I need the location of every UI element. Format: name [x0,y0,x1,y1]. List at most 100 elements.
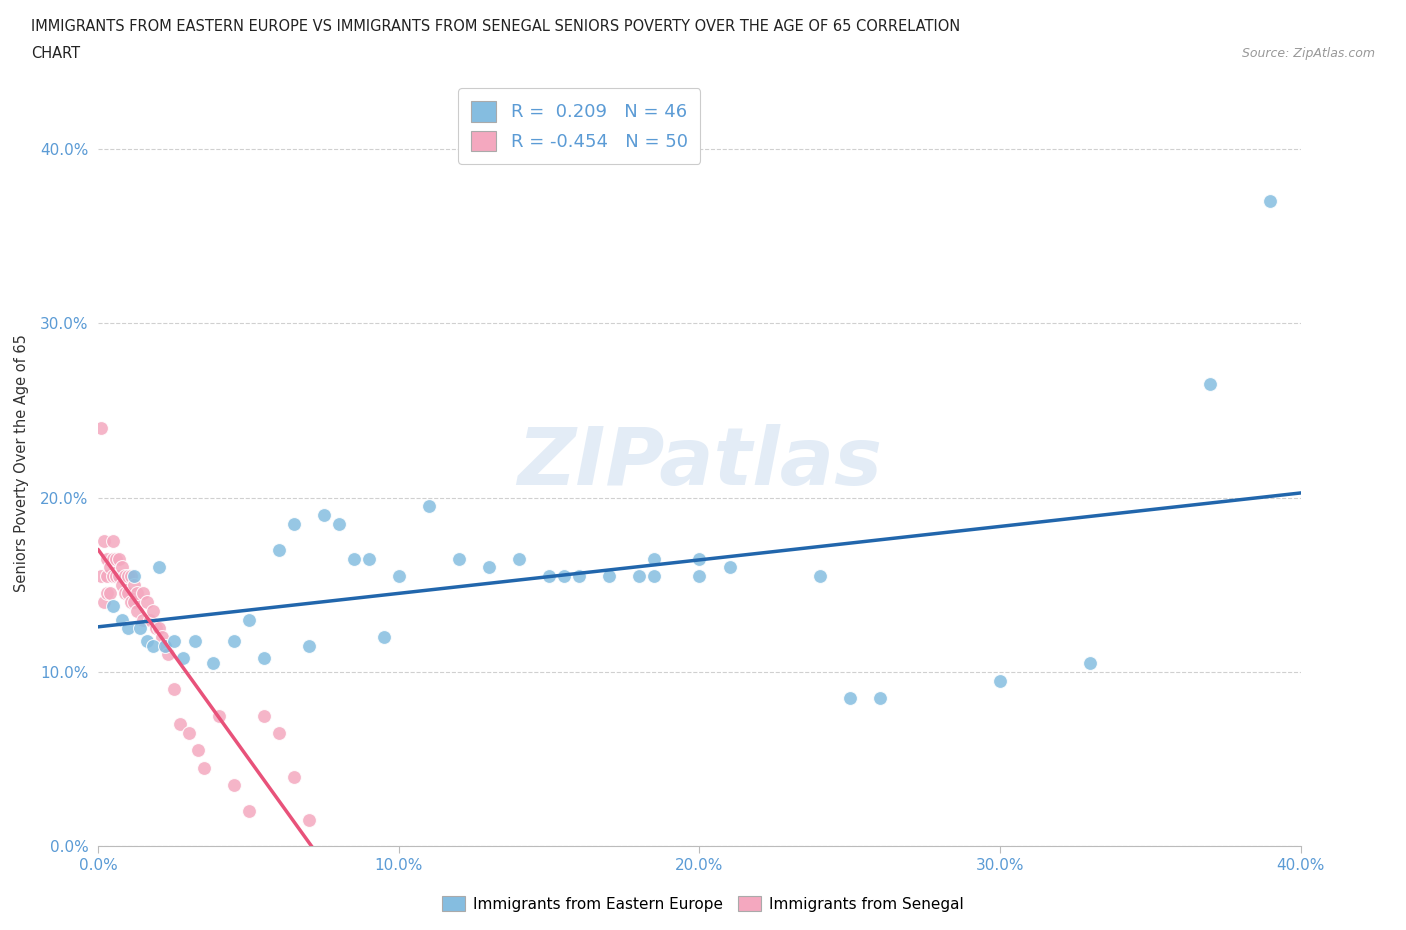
Legend: Immigrants from Eastern Europe, Immigrants from Senegal: Immigrants from Eastern Europe, Immigran… [436,889,970,918]
Point [553,568,575,583]
Point [447,551,470,566]
Point [169,717,191,732]
Point [568,568,591,583]
Point [1260,193,1282,208]
Point [114,586,136,601]
Text: IMMIGRANTS FROM EASTERN EUROPE VS IMMIGRANTS FROM SENEGAL SENIORS POVERTY OVER T: IMMIGRANTS FROM EASTERN EUROPE VS IMMIGR… [31,19,960,33]
Point [103,598,125,613]
Point [988,673,1011,688]
Point [689,568,711,583]
Point [418,498,440,513]
Point [598,568,620,583]
Text: ZIPatlas: ZIPatlas [517,424,882,501]
Point [253,708,276,723]
Point [193,761,215,776]
Point [135,633,157,648]
Text: Source: ZipAtlas.com: Source: ZipAtlas.com [1241,46,1375,60]
Point [103,568,125,583]
Point [100,560,122,575]
Text: CHART: CHART [31,46,80,61]
Point [643,568,665,583]
Point [643,551,665,566]
Point [1078,656,1101,671]
Point [689,551,711,566]
Point [90,420,112,435]
Point [124,578,146,592]
Point [208,708,231,723]
Point [103,534,125,549]
Point [172,651,194,666]
Point [150,630,173,644]
Point [124,595,146,610]
Point [312,508,335,523]
Point [111,578,134,592]
Point [127,604,149,618]
Point [117,586,139,601]
Point [132,586,155,601]
Point [93,595,115,610]
Point [105,551,128,566]
Point [1199,377,1222,392]
Point [105,568,128,583]
Point [108,551,131,566]
Point [148,621,170,636]
Point [96,586,118,601]
Point [132,612,155,627]
Point [124,568,146,583]
Point [222,633,245,648]
Point [111,560,134,575]
Point [869,691,891,706]
Point [222,777,245,792]
Point [153,638,176,653]
Point [93,534,115,549]
Point [238,804,260,819]
Point [121,568,143,583]
Point [357,551,380,566]
Point [129,621,152,636]
Point [111,612,134,627]
Legend: R =  0.209   N = 46, R = -0.454   N = 50: R = 0.209 N = 46, R = -0.454 N = 50 [458,88,700,164]
Point [328,516,350,531]
Point [96,551,118,566]
Point [114,568,136,583]
Point [538,568,561,583]
Y-axis label: Seniors Poverty Over the Age of 65: Seniors Poverty Over the Age of 65 [14,334,30,591]
Point [298,813,321,828]
Point [283,769,305,784]
Point [117,568,139,583]
Point [298,638,321,653]
Point [141,638,163,653]
Point [90,568,112,583]
Point [162,633,184,648]
Point [117,621,139,636]
Point [177,725,200,740]
Point [145,621,167,636]
Point [127,586,149,601]
Point [628,568,651,583]
Point [103,551,125,566]
Point [156,647,179,662]
Point [238,612,260,627]
Point [141,604,163,618]
Point [162,682,184,697]
Point [373,630,395,644]
Point [508,551,530,566]
Point [148,560,170,575]
Point [201,656,224,671]
Point [100,586,122,601]
Point [838,691,860,706]
Point [108,568,131,583]
Point [283,516,305,531]
Point [343,551,366,566]
Point [808,568,831,583]
Point [96,568,118,583]
Point [183,633,205,648]
Point [478,560,501,575]
Point [135,595,157,610]
Point [388,568,411,583]
Point [153,638,176,653]
Point [253,651,276,666]
Point [718,560,741,575]
Point [121,595,143,610]
Point [138,612,160,627]
